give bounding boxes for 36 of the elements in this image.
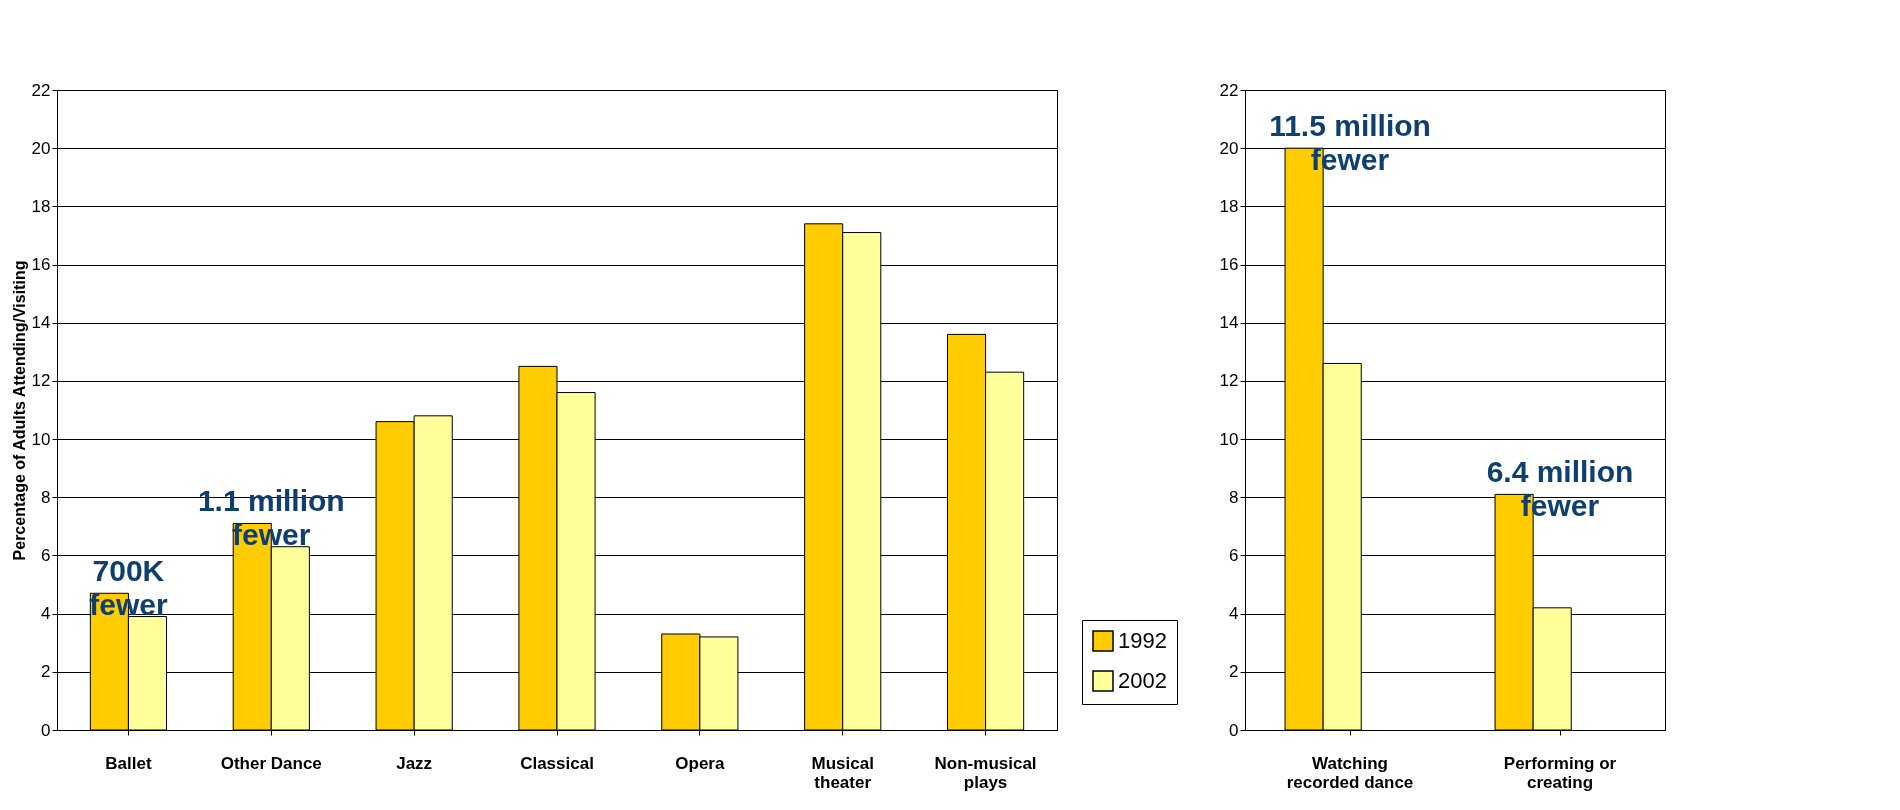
x-tick-label: Other Dance <box>220 753 322 773</box>
y-tick-label: 8 <box>41 487 51 507</box>
x-tick-label: Watching recorded dance <box>1286 753 1414 792</box>
y-tick-label: 2 <box>1229 662 1239 682</box>
y-tick-label: 22 <box>1219 80 1239 100</box>
y-tick-label: 0 <box>41 720 51 740</box>
x-tick-label: Musical theater <box>811 753 874 792</box>
y-tick-label: 4 <box>1229 604 1239 624</box>
y-tick-label: 18 <box>31 196 51 216</box>
x-tick-label: Opera <box>675 753 725 773</box>
y-tick-label: 14 <box>31 313 51 333</box>
y-axis-title: Percentage of Adults Attending/Visiting <box>10 260 28 561</box>
y-tick-label: 10 <box>31 429 51 449</box>
y-tick-label: 6 <box>41 545 51 565</box>
x-tick-label: Non-musical plays <box>934 753 1037 792</box>
x-tick-label: Jazz <box>396 753 433 773</box>
y-tick-label: 18 <box>1219 196 1239 216</box>
y-tick-label: 20 <box>31 138 51 158</box>
y-tick-label: 6 <box>1229 545 1239 565</box>
y-tick-label: 10 <box>1219 429 1239 449</box>
legend-label: 2002 <box>1118 668 1167 693</box>
y-tick-label: 4 <box>41 604 51 624</box>
y-tick-label: 12 <box>31 371 51 391</box>
y-tick-label: 14 <box>1219 313 1239 333</box>
y-tick-label: 0 <box>1229 720 1239 740</box>
x-tick-label: Ballet <box>105 753 152 773</box>
y-tick-label: 2 <box>41 662 51 682</box>
y-tick-label: 16 <box>1219 255 1239 275</box>
y-tick-label: 16 <box>31 255 51 275</box>
x-tick-label: Classical <box>520 753 594 773</box>
y-tick-label: 12 <box>1219 371 1239 391</box>
x-tick-label: Performing or creating <box>1503 753 1617 792</box>
y-tick-label: 8 <box>1229 487 1239 507</box>
legend-label: 1992 <box>1118 628 1167 653</box>
y-tick-label: 20 <box>1219 138 1239 158</box>
y-tick-label: 22 <box>31 80 51 100</box>
